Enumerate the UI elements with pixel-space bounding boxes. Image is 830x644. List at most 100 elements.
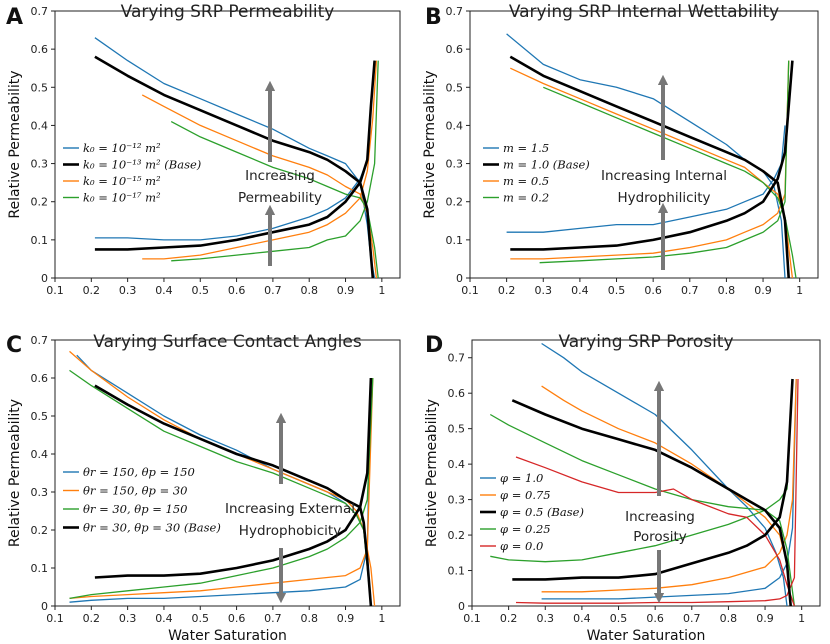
plot-frame [471,339,821,607]
x-tick-label: 0.3 [119,284,137,297]
series-group [506,33,797,278]
panel-title: Varying Surface Contact Angles [93,332,362,352]
x-tick-label: 0.5 [608,284,626,297]
panel-b: B Varying SRP Internal Wettability 0.1 0.2 0… [422,2,819,297]
x-tick-label: 0.6 [228,284,246,297]
series-group [489,342,799,606]
x-tick-label: 1 [378,284,385,297]
annotation-text: Hydrophobicity [239,523,341,539]
legend-entry: θr = 150, θp = 150 [83,465,195,479]
y-tick-label: 0.6 [448,387,466,400]
legend-entry: k₀ = 10⁻¹⁷ m² [83,191,161,205]
x-tick-label: 0.5 [610,612,628,625]
panel-label: B [425,5,442,30]
series-line-wetting [69,377,374,600]
annotation-text: Porosity [633,529,687,545]
plot-frame [54,339,401,607]
y-axis-label: Relative Permeability [7,70,23,218]
x-tick-label: 0.1 [46,612,64,625]
y-tick-label: 0.5 [31,410,49,423]
series-line-nonwetting [510,67,794,278]
x-tick-label: 0.4 [571,284,589,297]
y-tick-label: 0.2 [448,529,466,542]
x-tick-label: 0.2 [83,284,101,297]
y-tick-label: 0.7 [31,5,49,18]
y-tick-label: 0.1 [31,562,49,575]
series-line-wetting [69,377,372,603]
y-tick-label: 0.3 [31,486,49,499]
series-line-wetting [506,125,786,233]
series-line-nonwetting [541,385,792,606]
x-tick-label: 0.5 [192,284,210,297]
x-axis-label: Water Saturation [168,628,287,644]
legend-entry: k₀ = 10⁻¹³ m² (Base) [83,158,201,172]
legend-entry: k₀ = 10⁻¹⁵ m² [83,174,161,188]
annotation-text: Hydrophilicity [617,190,710,206]
y-axis-label: Relative Permeability [422,70,438,218]
x-tick-label: 0.4 [155,612,173,625]
y-tick-label: 0.7 [446,5,464,18]
panel-d: D Varying SRP Porosity 0.1 0.2 0.3 0.4 0.5 0.6 0… [424,332,821,644]
x-tick-label: 0.6 [228,612,246,625]
legend-entry: φ = 0.25 [500,522,551,536]
panel-label: D [425,333,443,358]
x-tick-label: 0.7 [681,284,699,297]
x-tick-label: 0.5 [192,612,210,625]
y-tick-label: 0.5 [31,81,49,94]
y-axis-label: Relative Permeability [424,399,440,547]
x-tick-label: 0.4 [573,612,591,625]
x-tick-label: 0.3 [537,612,555,625]
y-tick-label: 0.5 [448,423,466,436]
annotation-text: Permeability [238,190,322,206]
x-tick-label: 0.6 [646,612,664,625]
legend-entry: m = 1.5 [503,141,549,155]
y-tick-label: 0.3 [446,158,464,171]
annotation-text: Increasing External [225,501,355,517]
series-line-nonwetting [170,121,379,278]
panel-label: C [6,333,22,358]
x-tick-label: 0.8 [718,284,736,297]
x-tick-label: 1 [796,284,803,297]
panel-title: Varying SRP Internal Wettability [509,2,779,22]
panel-c: C Varying Surface Contact Angles 0.1 0.2 0.3… [6,332,401,644]
legend-entry: m = 1.0 (Base) [503,158,590,172]
y-tick-label: 0.2 [31,196,49,209]
series-line-wetting [541,378,797,593]
panel-a: A Varying SRP Permeability 0.1 0.2 0.3 0.4 0.5… [6,2,401,297]
y-tick-label: 0 [458,600,465,613]
plot-frame [469,10,819,279]
series-group [69,350,376,606]
series-line-nonwetting [515,456,796,606]
legend-entry: θr = 150, θp = 30 [83,484,188,498]
panel-title: Varying SRP Permeability [121,2,335,22]
legend-entry: k₀ = 10⁻¹² m² [83,141,161,155]
series-line-nonwetting [489,413,796,606]
x-tick-label: 0.3 [119,612,137,625]
y-tick-label: 0.3 [448,494,466,507]
y-tick-label: 0.6 [446,43,464,56]
y-tick-label: 0.7 [31,334,49,347]
x-tick-label: 0.9 [337,284,355,297]
y-axis-label: Relative Permeability [7,399,23,547]
y-tick-label: 0.4 [31,119,49,132]
x-tick-label: 0.3 [535,284,553,297]
legend-entry: φ = 1.0 [500,471,543,485]
y-tick-label: 0 [41,600,48,613]
y-tick-label: 0.2 [31,524,49,537]
x-tick-label: 0.9 [754,284,772,297]
x-tick-label: 0.8 [300,284,318,297]
x-tick-label: 0.8 [300,612,318,625]
series-line-wetting [69,377,374,600]
y-tick-label: 0.7 [448,352,466,365]
series-line-nonwetting [69,369,372,606]
legend-entry: φ = 0.5 (Base) [500,505,584,519]
legend-entry: m = 0.5 [503,174,549,188]
series-line-wetting [142,60,378,260]
x-tick-label: 0.2 [500,612,518,625]
series-line-nonwetting [94,55,375,278]
x-tick-label: 0.9 [756,612,774,625]
y-tick-label: 0.4 [446,119,464,132]
y-tick-label: 0 [456,272,463,285]
y-tick-label: 0.1 [446,234,464,247]
x-axis-label: Water Saturation [587,628,706,644]
